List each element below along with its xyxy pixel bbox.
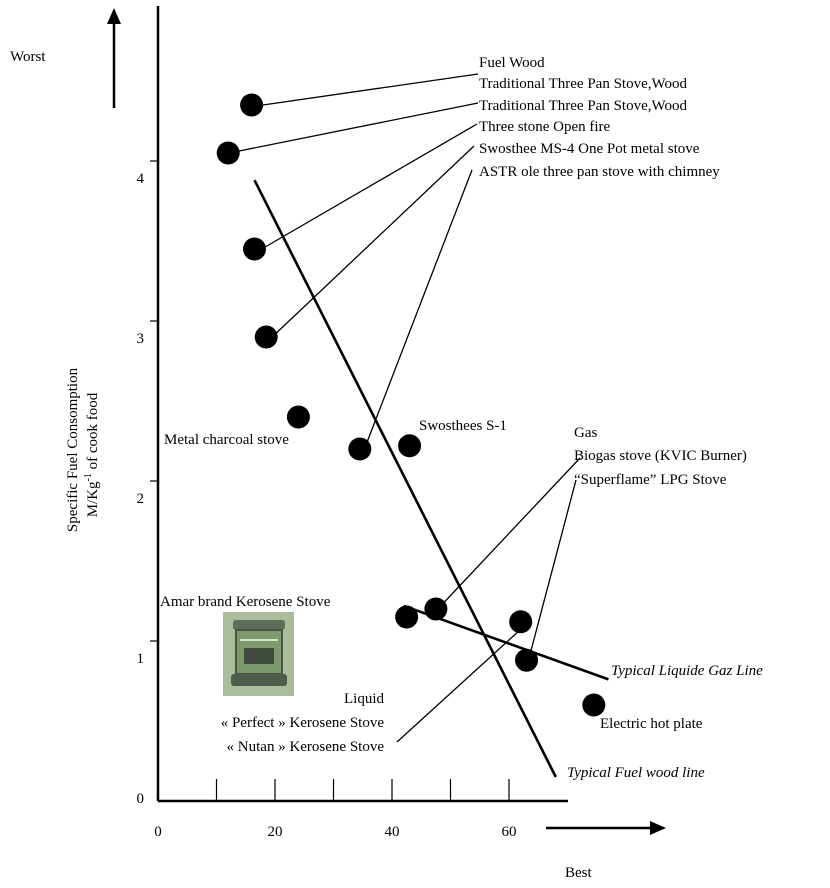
worst-label: Worst [10,49,46,65]
leader-three-stone [259,123,478,251]
data-point [582,693,606,717]
y-axis-unit-rest: of cook food [85,392,101,473]
label-perfect: « Perfect » Kerosene Stove [221,715,385,731]
data-point [216,141,240,165]
x-tick-label: 20 [268,824,283,840]
y-axis-unit: M/Kg [85,481,101,517]
best-label: Best [565,865,593,881]
data-point [240,93,264,117]
label-trad-wood-2: Traditional Three Pan Stove,Wood [479,98,687,114]
best-arrow-head [650,821,666,835]
data-point [286,405,310,429]
label-swosthees-s1: Swosthees S-1 [419,418,507,434]
label-metal-charcoal: Metal charcoal stove [164,432,289,448]
leader-astra [363,169,473,451]
data-point [515,648,539,672]
data-point [254,325,278,349]
leader-biogas [434,457,581,613]
y-axis-title-line1: Specific Fuel Consomption [65,367,81,532]
trend-lines [253,179,609,778]
x-tick-label: 40 [385,824,400,840]
data-point [395,605,419,629]
y-tick-label: 1 [137,651,145,667]
y-tick-label: 3 [137,331,145,347]
data-point [398,434,422,458]
label-three-stone: Three stone Open fire [479,119,611,135]
worst-arrow-head [107,8,121,24]
x-tick-label: 0 [154,824,162,840]
leader-trad-wood-1 [255,73,479,107]
leader-superflame [527,479,577,663]
label-superflame: “Superflame” LPG Stove [574,472,727,488]
data-point [243,237,267,261]
label-trad-wood-1: Traditional Three Pan Stove,Wood [479,76,687,92]
label-fuel-wood: Fuel Wood [479,55,545,71]
label-fuel-wood-line: Typical Fuel wood line [567,765,705,781]
y-axis-title: Specific Fuel Consomption M/Kg-1 of cook… [65,367,101,532]
stove-top [233,620,285,630]
data-point [424,597,448,621]
tick-group: 0 20 40 60 0 1 2 3 4 [137,160,517,840]
y-axis-title-line2: M/Kg-1 of cook food [83,392,101,517]
trend-line [253,179,557,778]
label-swosthee-ms4: Swosthee MS-4 One Pot metal stove [479,141,700,157]
label-astra: ASTR ole three pan stove with chimney [479,164,720,180]
label-liquid: Liquid [344,691,384,707]
label-liquide-gaz-line: Typical Liquide Gaz Line [611,663,763,679]
data-point [509,610,533,634]
label-electric: Electric hot plate [600,716,703,732]
leader-swosthee-ms4 [269,145,475,340]
y-tick-label: 4 [137,171,145,187]
y-tick-label: 0 [137,791,145,807]
y-axis-unit-exponent: -1 [83,473,94,481]
label-nutan: « Nutan » Kerosene Stove [227,739,385,755]
data-points [216,93,606,717]
leader-nutan [396,629,521,743]
leader-trad-wood-2 [233,102,479,153]
stove-window [244,648,274,664]
annotations: Fuel Wood Traditional Three Pan Stove,Wo… [160,55,763,781]
label-amar: Amar brand Kerosene Stove [160,594,331,610]
stove-base [231,674,287,686]
kerosene-stove-image [223,612,294,696]
y-tick-label: 2 [137,491,145,507]
data-point [348,437,372,461]
label-gas: Gas [574,425,597,441]
x-tick-label: 60 [502,824,517,840]
label-biogas: Biogas stove (KVIC Burner) [574,448,747,464]
